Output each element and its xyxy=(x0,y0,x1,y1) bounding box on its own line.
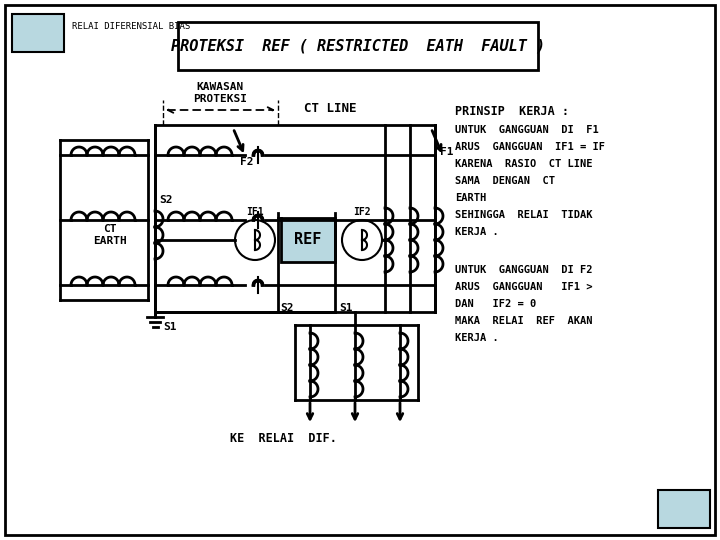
Text: ARUS  GANGGUAN  IF1 = IF: ARUS GANGGUAN IF1 = IF xyxy=(455,142,605,152)
Text: PRINSIP  KERJA :: PRINSIP KERJA : xyxy=(455,105,569,118)
Text: KARENA  RASIO  CT LINE: KARENA RASIO CT LINE xyxy=(455,159,593,169)
Text: S2: S2 xyxy=(280,303,294,313)
Text: SAMA  DENGAN  CT: SAMA DENGAN CT xyxy=(455,176,555,186)
Text: EARTH: EARTH xyxy=(455,193,486,203)
Text: KAWASAN
PROTEKSI: KAWASAN PROTEKSI xyxy=(193,82,247,104)
Bar xyxy=(12,14,64,52)
Text: SEHINGGA  RELAI  TIDAK: SEHINGGA RELAI TIDAK xyxy=(455,210,593,220)
Bar xyxy=(658,490,710,528)
Text: PROTEKSI  REF ( RESTRICTED  EATH  FAULT ): PROTEKSI REF ( RESTRICTED EATH FAULT ) xyxy=(171,38,545,53)
Text: CT
EARTH: CT EARTH xyxy=(93,224,127,246)
Text: F1: F1 xyxy=(440,147,454,157)
Text: KERJA .: KERJA . xyxy=(455,333,499,343)
Text: KE  RELAI  DIF.: KE RELAI DIF. xyxy=(230,432,337,445)
Text: IF2: IF2 xyxy=(354,207,371,217)
Text: REF: REF xyxy=(294,233,322,247)
Bar xyxy=(281,218,335,262)
Text: UNTUK  GANGGUAN  DI F2: UNTUK GANGGUAN DI F2 xyxy=(455,265,593,275)
Text: MAKA  RELAI  REF  AKAN: MAKA RELAI REF AKAN xyxy=(455,316,593,326)
Text: IF1: IF1 xyxy=(246,207,264,217)
Text: S2: S2 xyxy=(159,195,173,205)
Text: S1: S1 xyxy=(163,322,176,332)
Bar xyxy=(178,22,538,70)
Text: CT LINE: CT LINE xyxy=(304,102,356,115)
Text: F2: F2 xyxy=(240,157,253,167)
Text: ARUS  GANGGUAN   IF1 >: ARUS GANGGUAN IF1 > xyxy=(455,282,593,292)
Text: KERJA .: KERJA . xyxy=(455,227,499,237)
Text: S1: S1 xyxy=(339,303,353,313)
Text: DAN   IF2 = 0: DAN IF2 = 0 xyxy=(455,299,536,309)
Text: UNTUK  GANGGUAN  DI  F1: UNTUK GANGGUAN DI F1 xyxy=(455,125,599,135)
Text: RELAI DIFERENSIAL BIAS: RELAI DIFERENSIAL BIAS xyxy=(72,22,190,31)
